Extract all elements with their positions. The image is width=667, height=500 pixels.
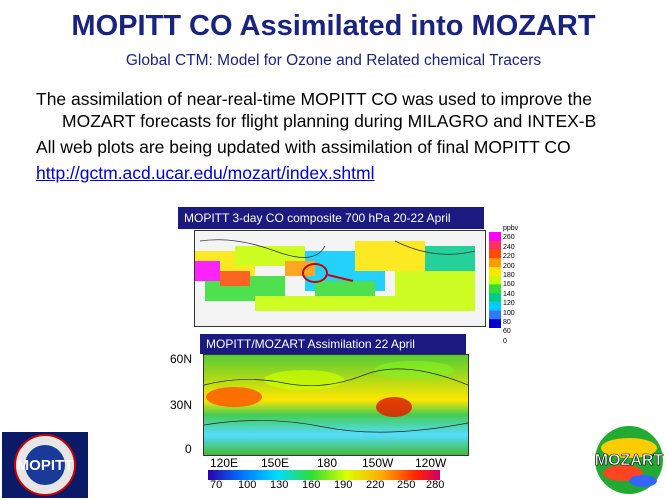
colorbar-tick: 120 bbox=[503, 300, 515, 308]
cbar-tick: 160 bbox=[302, 479, 321, 491]
x-axis-labels: 120E 150E 180 150W 120W bbox=[205, 456, 467, 470]
cbar-tick: 250 bbox=[397, 479, 416, 491]
colorbar-tick: 240 bbox=[503, 243, 515, 251]
colorbar-tick: 80 bbox=[503, 319, 511, 327]
colorbar-swatch bbox=[489, 232, 501, 242]
colorbar-swatch bbox=[489, 319, 501, 328]
bullet-list: The assimilation of near-real-time MOPIT… bbox=[36, 88, 656, 188]
bullet-assimilation: The assimilation of near-real-time MOPIT… bbox=[36, 89, 597, 131]
colorbar-swatch bbox=[489, 258, 501, 268]
x-tick: 120W bbox=[415, 456, 447, 470]
colorbar-tick: 140 bbox=[503, 290, 515, 298]
colorbar-tick: 0 bbox=[503, 337, 507, 345]
colorbar-tick: 200 bbox=[503, 262, 515, 270]
bottom-figure-label: MOPITT/MOZART Assimilation 22 April bbox=[200, 334, 466, 354]
x-tick: 120E bbox=[210, 456, 239, 470]
colorbar-swatch bbox=[489, 310, 501, 320]
colorbar-swatch bbox=[489, 266, 501, 276]
colorbar-tick: 180 bbox=[503, 272, 515, 280]
colorbar-swatch bbox=[489, 293, 501, 303]
y-tick-30n: 30N bbox=[170, 398, 193, 412]
cbar-tick: 100 bbox=[238, 479, 257, 491]
mozart-logo: MOZART bbox=[594, 426, 664, 494]
slide-title: MOPITT CO Assimilated into MOZART bbox=[71, 10, 596, 42]
cbar-tick: 190 bbox=[334, 479, 353, 491]
cbar-tick: 220 bbox=[366, 479, 385, 491]
colorbar-swatch bbox=[489, 284, 501, 294]
colorbar-tick: 160 bbox=[503, 281, 515, 289]
cbar-tick: 130 bbox=[270, 479, 289, 491]
bottom-colorbar bbox=[208, 470, 440, 480]
colorbar-unit: ppbv bbox=[503, 225, 519, 232]
bullet-web-plots: All web plots are being updated with ass… bbox=[36, 137, 571, 157]
assimilation-map bbox=[203, 354, 469, 456]
colorbar-swatch bbox=[489, 275, 501, 285]
mopitt-composite-map bbox=[194, 230, 486, 327]
mozart-link[interactable]: http://gctm.acd.ucar.edu/mozart/index.sh… bbox=[36, 163, 375, 183]
colorbar-tick: 60 bbox=[503, 328, 511, 336]
mopitt-logo: MOPITT bbox=[2, 432, 88, 498]
top-colorbar bbox=[489, 232, 501, 328]
cbar-tick: 70 bbox=[210, 479, 223, 491]
mopitt-logo-text: MOPITT bbox=[17, 457, 74, 474]
y-tick-60n: 60N bbox=[170, 352, 193, 366]
colorbar-tick: 100 bbox=[503, 309, 515, 317]
x-tick: 150W bbox=[362, 456, 394, 470]
mozart-logo-text: MOZART bbox=[595, 452, 664, 469]
top-figure-label: MOPITT 3-day CO composite 700 hPa 20-22 … bbox=[178, 207, 484, 229]
colorbar-swatch bbox=[489, 301, 501, 311]
colorbar-swatch bbox=[489, 249, 501, 259]
y-tick-0: 0 bbox=[185, 442, 192, 456]
slide-subtitle: Global CTM: Model for Ozone and Related … bbox=[125, 52, 542, 69]
colorbar-tick: 260 bbox=[503, 234, 515, 242]
colorbar-swatch bbox=[489, 240, 501, 250]
top-colorbar-labels: ppbv 260 240 220 200 180 160 140 120 100… bbox=[503, 224, 518, 346]
x-tick: 180 bbox=[317, 456, 338, 470]
x-tick: 150E bbox=[261, 456, 290, 470]
colorbar-tick: 220 bbox=[503, 253, 515, 261]
cbar-tick: 280 bbox=[426, 479, 445, 491]
